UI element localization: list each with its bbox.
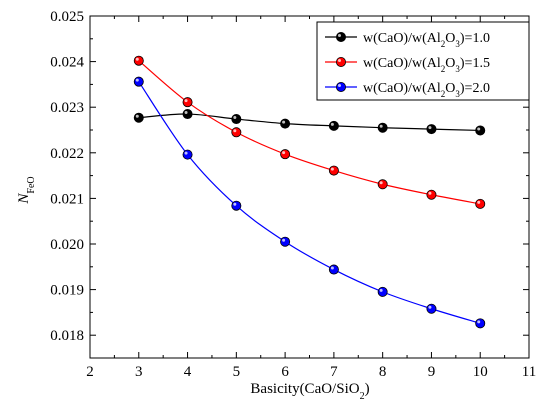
x-tick-label: 4	[184, 364, 192, 380]
y-tick-label: 0.024	[50, 55, 84, 71]
data-point	[377, 179, 388, 190]
legend-entry: w(CaO)/w(Al2O3)=2.0	[325, 81, 490, 99]
x-tick-label: 9	[428, 364, 436, 380]
legend-label-part: w(CaO)/w(Al	[363, 56, 441, 71]
data-point	[133, 55, 144, 66]
data-point	[280, 118, 291, 129]
x-tick-label: 2	[86, 364, 94, 380]
legend-label-part: O	[445, 31, 455, 46]
series-3	[133, 76, 486, 329]
legend-label-part: 3	[455, 89, 460, 99]
legend-label-part: w(CaO)/w(Al	[363, 81, 441, 96]
data-point	[426, 124, 437, 135]
data-point	[231, 114, 242, 125]
legend-marker	[335, 82, 346, 93]
data-point	[280, 149, 291, 160]
x-axis-title-main: Basicity(CaO/SiO	[250, 381, 359, 397]
legend-label: w(CaO)/w(Al2O3)=2.0	[363, 81, 490, 99]
x-tick-label: 10	[473, 364, 488, 380]
legend-entry: w(CaO)/w(Al2O3)=1.5	[325, 56, 490, 74]
data-point	[133, 76, 144, 87]
legend-marker	[335, 32, 346, 43]
legend-label-part: )=2.0	[460, 81, 490, 96]
y-tick-label: 0.020	[50, 237, 84, 253]
data-point	[377, 122, 388, 133]
data-point	[133, 112, 144, 123]
y-tick-label: 0.022	[50, 146, 84, 162]
x-axis-title: Basicity(CaO/SiO2)	[250, 381, 369, 402]
y-tick-label: 0.023	[50, 100, 84, 116]
data-point	[377, 286, 388, 297]
data-point	[475, 318, 486, 329]
data-point	[182, 109, 193, 120]
y-tick-label: 0.019	[50, 283, 84, 299]
y-axis-title-main: N	[16, 193, 32, 205]
legend-label-part: O	[445, 56, 455, 71]
data-point	[280, 236, 291, 247]
legend-label: w(CaO)/w(Al2O3)=1.0	[363, 31, 490, 49]
series-2	[133, 55, 486, 209]
legend-label-part: O	[445, 81, 455, 96]
y-tick-label: 0.025	[50, 9, 84, 25]
data-point	[182, 97, 193, 108]
y-axis-title: NFeO	[16, 176, 37, 204]
legend-label-part: )=1.0	[460, 31, 490, 46]
data-point	[328, 264, 339, 275]
legend-label-part: )=1.5	[460, 56, 490, 71]
series-1	[133, 109, 486, 136]
data-point	[475, 198, 486, 209]
legend-label-part: w(CaO)/w(Al	[363, 31, 441, 46]
legend-label: w(CaO)/w(Al2O3)=1.5	[363, 56, 490, 74]
x-axis-title-sub: 2	[360, 391, 365, 402]
y-axis-title-sub: FeO	[26, 176, 37, 193]
x-tick-label: 11	[522, 364, 536, 380]
legend-label-part: 3	[455, 39, 460, 49]
data-point	[328, 165, 339, 176]
legend-entry: w(CaO)/w(Al2O3)=1.0	[325, 31, 490, 49]
data-point	[231, 200, 242, 211]
legend-label-part: 2	[441, 64, 446, 74]
data-point	[231, 127, 242, 138]
data-point	[426, 189, 437, 200]
x-tick-label: 6	[281, 364, 289, 380]
legend-label-part: 2	[441, 89, 446, 99]
data-point	[426, 303, 437, 314]
y-tick-label: 0.021	[50, 191, 84, 207]
x-axis-title-close: )	[365, 381, 370, 397]
data-point	[182, 149, 193, 160]
legend-marker	[335, 57, 346, 68]
x-tick-label: 7	[330, 364, 338, 380]
x-tick-label: 5	[233, 364, 241, 380]
data-point	[475, 125, 486, 136]
data-point	[328, 120, 339, 131]
x-tick-label: 8	[379, 364, 387, 380]
legend-label-part: 3	[455, 64, 460, 74]
y-tick-label: 0.018	[50, 328, 84, 344]
legend-label-part: 2	[441, 39, 446, 49]
x-tick-label: 3	[135, 364, 143, 380]
